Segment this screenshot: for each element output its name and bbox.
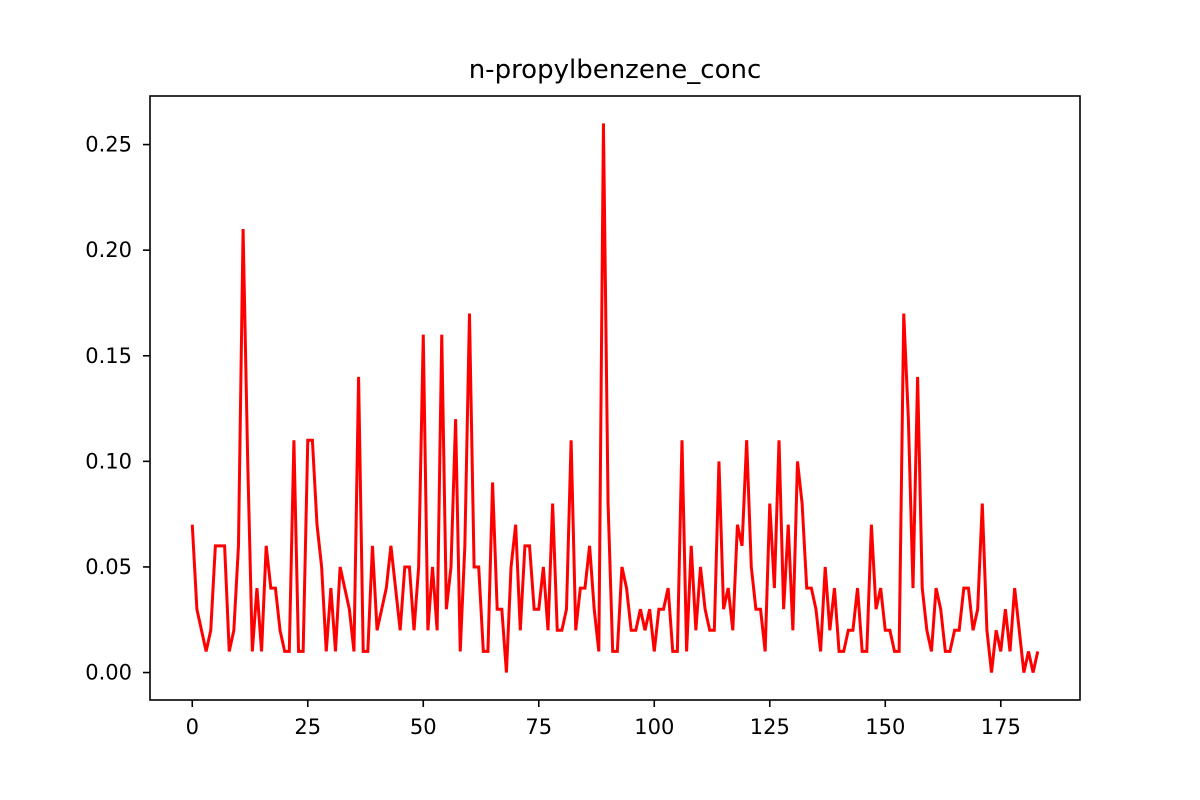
- x-tick-label: 175: [981, 715, 1021, 739]
- chart-title: n-propylbenzene_conc: [469, 55, 762, 85]
- series-line-0: [190, 123, 1040, 673]
- axes-frame: [149, 95, 1081, 701]
- y-tick-label: 0.25: [85, 133, 132, 157]
- x-axis: 0 25 50 75 100 125 150 175: [186, 700, 1021, 739]
- y-tick-label: 0.05: [85, 555, 132, 579]
- x-tick-label: 50: [410, 715, 437, 739]
- x-tick-label: 25: [294, 715, 321, 739]
- x-tick-label: 125: [750, 715, 790, 739]
- y-axis: 0.00 0.05 0.10 0.15 0.20 0.25: [85, 133, 150, 685]
- y-tick-label: 0.15: [85, 344, 132, 368]
- x-tick-label: 0: [186, 715, 199, 739]
- x-tick-label: 100: [634, 715, 674, 739]
- plot-area: [190, 123, 1040, 673]
- y-tick-label: 0.00: [85, 661, 132, 685]
- x-tick-label: 75: [525, 715, 552, 739]
- x-tick-label: 150: [865, 715, 905, 739]
- y-tick-label: 0.20: [85, 238, 132, 262]
- y-tick-label: 0.10: [85, 449, 132, 473]
